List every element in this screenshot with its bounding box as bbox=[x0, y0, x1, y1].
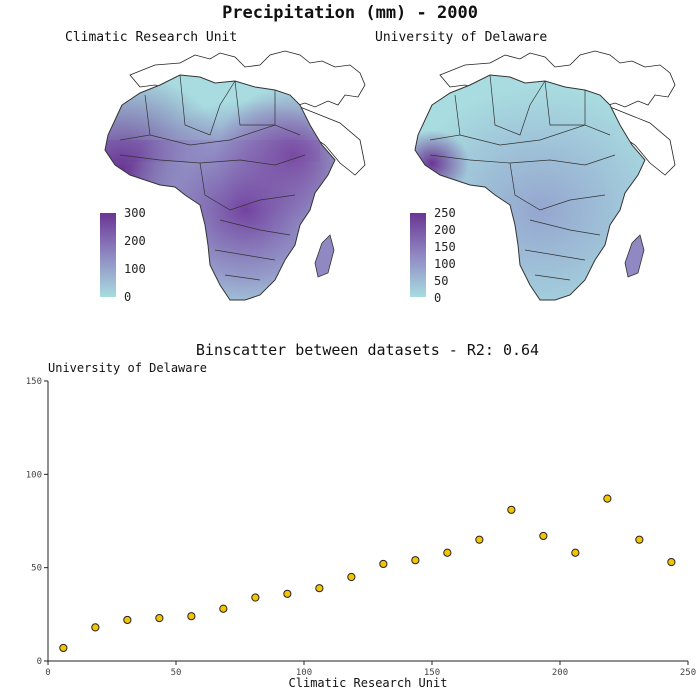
y-tick-label: 50 bbox=[31, 564, 42, 574]
scatter-point bbox=[91, 623, 100, 632]
cru-legend-200: 200 bbox=[124, 234, 146, 248]
country-borders-right bbox=[429, 74, 616, 281]
scatter-points bbox=[59, 494, 676, 653]
x-tick-label: 50 bbox=[171, 668, 182, 676]
scatter-x-axis-label: Climatic Research Unit bbox=[288, 676, 448, 690]
udel-legend-150: 150 bbox=[434, 240, 456, 254]
scatter-point bbox=[187, 612, 196, 621]
y-tick-label: 0 bbox=[37, 657, 42, 667]
cru-legend-bar bbox=[100, 213, 116, 297]
scatter-y-axis-label: University of Delaware bbox=[48, 361, 207, 375]
udel-legend-200: 200 bbox=[434, 223, 456, 237]
x-tick-label: 150 bbox=[424, 668, 440, 676]
y-tick-label: 100 bbox=[26, 470, 42, 480]
africa-outline bbox=[104, 74, 336, 301]
udel-legend-bar bbox=[410, 213, 426, 297]
country-borders bbox=[119, 74, 306, 281]
main-title: Precipitation (mm) - 2000 bbox=[222, 3, 478, 23]
scatter-point bbox=[603, 494, 612, 503]
binscatter-plot: 0 50 100 150 200 250 0 50 100 150 bbox=[26, 377, 696, 676]
scatter-point bbox=[475, 535, 484, 544]
scatter-point bbox=[667, 557, 676, 567]
x-tick-label: 0 bbox=[45, 668, 50, 676]
scatter-point bbox=[635, 535, 644, 544]
y-tick-label: 150 bbox=[26, 377, 42, 387]
scatter-title: Binscatter between datasets - R2: 0.64 bbox=[195, 341, 540, 359]
scatter-point bbox=[251, 593, 260, 602]
udel-legend-250: 250 bbox=[434, 206, 456, 220]
scatter-point bbox=[315, 584, 324, 593]
scatter-axes: 0 50 100 150 200 250 0 50 100 150 bbox=[26, 377, 696, 676]
map-right-title: University of Delaware bbox=[375, 30, 548, 45]
x-tick-label: 200 bbox=[552, 668, 568, 676]
madagascar-outline-right bbox=[624, 234, 645, 278]
x-tick-label: 250 bbox=[680, 668, 696, 676]
scatter-point bbox=[539, 531, 548, 541]
cru-legend-0: 0 bbox=[124, 290, 131, 304]
scatter-point bbox=[123, 615, 132, 625]
map-udel: 250 200 150 100 50 0 bbox=[410, 50, 676, 305]
madagascar-outline bbox=[314, 234, 335, 278]
scatter-point bbox=[155, 613, 164, 623]
scatter-point bbox=[443, 548, 452, 557]
scatter-point bbox=[347, 572, 356, 582]
udel-legend-50: 50 bbox=[434, 274, 448, 288]
scatter-point bbox=[59, 643, 68, 653]
cru-legend-300: 300 bbox=[124, 206, 146, 220]
udel-legend-0: 0 bbox=[434, 291, 441, 305]
scatter-point bbox=[411, 556, 420, 565]
map-left-title: Climatic Research Unit bbox=[65, 30, 238, 45]
cru-legend-100: 100 bbox=[124, 262, 146, 276]
udel-legend-100: 100 bbox=[434, 257, 456, 271]
scatter-point bbox=[507, 505, 516, 514]
scatter-point bbox=[379, 559, 388, 569]
map-cru: 300 200 100 0 bbox=[100, 50, 366, 304]
africa-outline-right bbox=[414, 74, 646, 301]
scatter-point bbox=[571, 548, 580, 557]
scatter-point bbox=[219, 604, 228, 613]
scatter-point bbox=[283, 589, 292, 598]
x-tick-label: 100 bbox=[296, 668, 312, 676]
